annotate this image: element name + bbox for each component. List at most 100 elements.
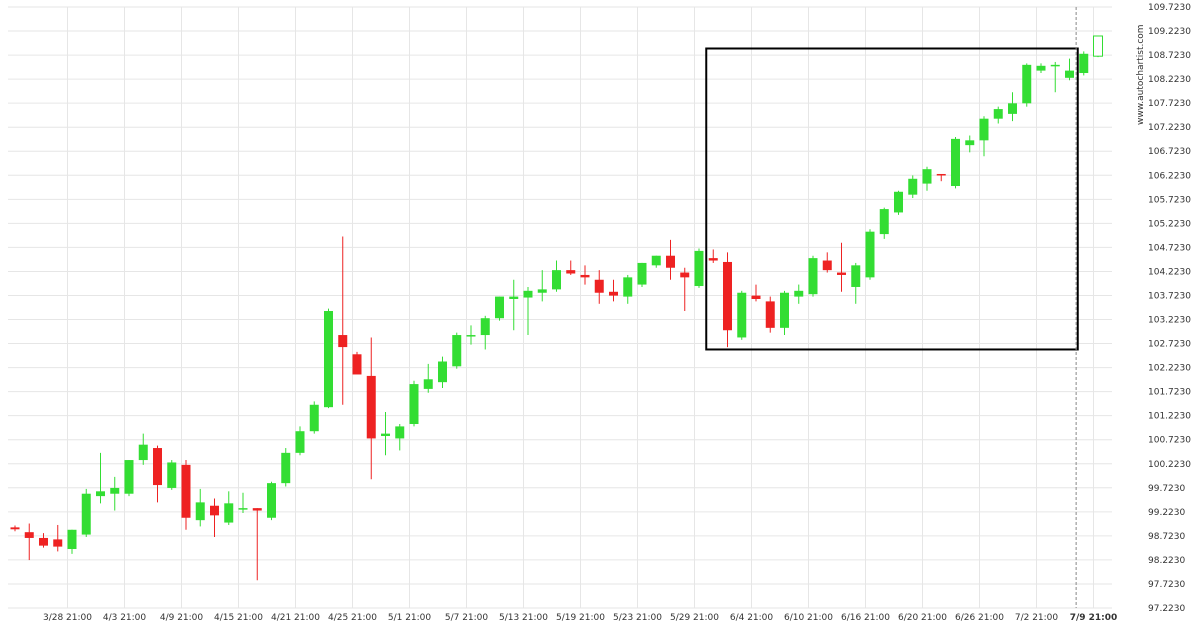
candle-body [238, 508, 248, 510]
candle-body [124, 460, 134, 494]
candle-body [694, 250, 704, 287]
candle-body [979, 118, 989, 141]
y-tick-label: 102.7230 [1148, 340, 1191, 350]
x-tick-label: 5/23 21:00 [613, 613, 662, 623]
x-tick-label: 4/3 21:00 [103, 613, 147, 623]
candle-body [936, 173, 946, 176]
candle-body [224, 503, 234, 523]
candle-body [609, 291, 618, 296]
x-tick-label: 6/26 21:00 [955, 613, 1004, 623]
candle-body [281, 452, 291, 484]
watermark: www.autochartist.com [1136, 24, 1146, 125]
y-tick-label: 104.2230 [1148, 267, 1191, 277]
candle-body [452, 335, 462, 367]
candle-body [10, 527, 20, 530]
y-tick-label: 98.7230 [1148, 532, 1185, 542]
candle-body [1008, 103, 1017, 114]
candle-body [67, 529, 77, 550]
x-tick-label: 6/4 21:00 [730, 613, 774, 623]
y-tick-label: 105.2230 [1148, 219, 1191, 229]
candle-body [580, 274, 590, 278]
x-tick-label: 5/19 21:00 [556, 613, 605, 623]
x-tick-label: 5/29 21:00 [670, 613, 719, 623]
y-tick-label: 101.7230 [1148, 388, 1191, 398]
candle-body [39, 537, 48, 546]
candle-body [879, 209, 889, 235]
candle-body [822, 260, 832, 271]
x-tick-label: 6/10 21:00 [784, 613, 833, 623]
candle-body [53, 539, 63, 547]
y-tick-label: 109.2230 [1148, 27, 1191, 37]
candle-body [438, 361, 447, 383]
candle-body [865, 231, 875, 278]
x-tick-label: 4/21 21:00 [271, 613, 320, 623]
candle-body [651, 255, 661, 266]
y-tick-label: 107.2230 [1148, 123, 1191, 133]
candle-body [338, 335, 348, 348]
candle-body [309, 404, 319, 432]
candle-body [509, 296, 519, 299]
candle-body [110, 487, 120, 494]
candle-body [210, 505, 219, 516]
x-tick-label: 5/1 21:00 [388, 613, 432, 623]
x-axis: 3/28 21:00 4/3 21:00 4/9 21:00 4/15 21:00 4/… [43, 613, 1117, 623]
candle-body [423, 379, 433, 389]
candle-body [480, 318, 490, 336]
candle-body [751, 295, 761, 299]
candle-body [1050, 64, 1060, 67]
candle-body [737, 292, 747, 338]
candle-body [267, 483, 276, 518]
candle-body [1079, 53, 1089, 74]
candle-body [395, 426, 405, 439]
candle-body [951, 138, 960, 187]
y-tick-label: 104.7230 [1148, 243, 1191, 253]
candle-body [24, 532, 34, 538]
candle-body [623, 277, 633, 297]
x-tick-label: 7/2 21:00 [1015, 613, 1059, 623]
candle-body [252, 508, 262, 511]
candle-body [1065, 70, 1074, 78]
candle-body [409, 384, 419, 424]
candle-body [708, 258, 718, 261]
candle-body [666, 255, 675, 268]
y-tick-label: 97.2230 [1148, 604, 1185, 614]
candle-body [1036, 65, 1046, 71]
candle-body [466, 335, 476, 337]
y-tick-label: 108.2230 [1148, 75, 1191, 85]
y-tick-label: 109.7230 [1148, 3, 1191, 13]
pattern-box-layer [705, 47, 1079, 351]
candle-body [837, 272, 846, 275]
grid [8, 6, 1112, 609]
x-tick-label: 4/25 21:00 [328, 613, 377, 623]
candle-body [324, 311, 333, 408]
x-tick-label: 4/9 21:00 [160, 613, 204, 623]
x-tick-label: 5/13 21:00 [499, 613, 548, 623]
x-tick-label: 6/20 21:00 [898, 613, 947, 623]
candle-body [495, 296, 504, 319]
y-tick-label: 103.7230 [1148, 291, 1191, 301]
candle-body [537, 289, 547, 293]
candle-body [153, 448, 162, 486]
candle-body [894, 191, 903, 213]
candles [10, 35, 1103, 581]
candle-body [381, 433, 390, 437]
x-tick-label: 7/9 21:00 [1070, 613, 1118, 623]
y-tick-label: 108.7230 [1148, 51, 1191, 61]
y-tick-label: 106.7230 [1148, 147, 1191, 157]
candle-body [352, 354, 362, 375]
candle-body [965, 140, 975, 146]
y-tick-label: 100.7230 [1148, 436, 1191, 446]
candle-body [765, 301, 775, 328]
candle-body [922, 169, 932, 184]
y-tick-label: 106.2230 [1148, 171, 1191, 181]
y-tick-label: 105.7230 [1148, 195, 1191, 205]
candle-body [167, 462, 177, 488]
candle-body [552, 270, 561, 290]
candle-body [594, 279, 604, 293]
candle-body [1022, 64, 1032, 104]
candle-body [794, 290, 804, 297]
candle-body [723, 261, 732, 331]
candle-body [81, 493, 91, 535]
candle-body [523, 290, 533, 298]
candle-body [780, 292, 789, 328]
